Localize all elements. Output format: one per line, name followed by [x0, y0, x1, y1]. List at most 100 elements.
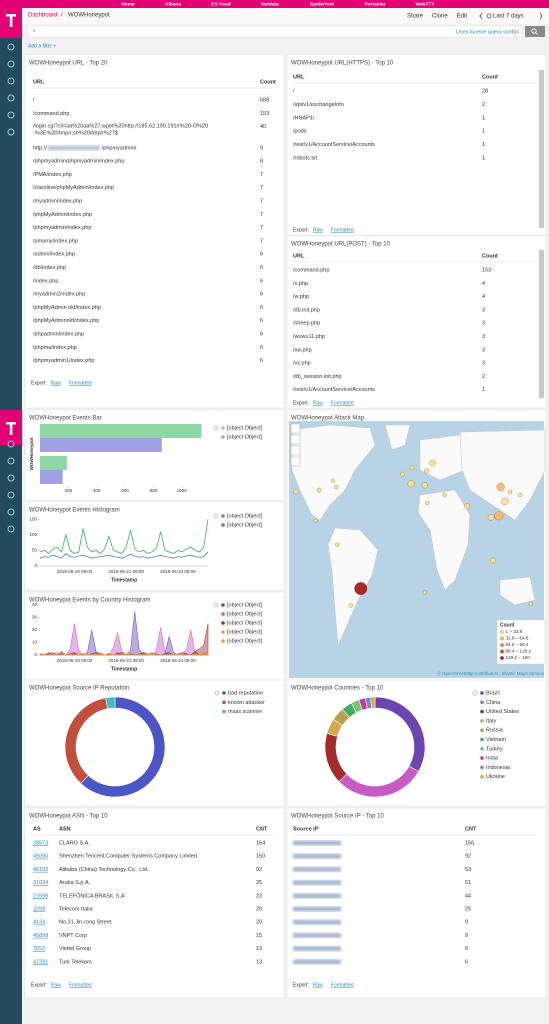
pie-slice[interactable]: [370, 696, 376, 709]
map-point[interactable]: [422, 590, 427, 595]
map-point[interactable]: [429, 459, 436, 467]
map-point[interactable]: [334, 484, 339, 490]
map-point[interactable]: [316, 487, 322, 493]
nav-icon[interactable]: [7, 491, 15, 499]
export-link[interactable]: Raw: [51, 982, 61, 988]
map-point[interactable]: [335, 542, 340, 547]
legend-label[interactable]: mass scanner: [228, 709, 262, 715]
legend-toggle[interactable]: [472, 690, 478, 696]
map-point[interactable]: [518, 492, 523, 498]
export-link[interactable]: Raw: [51, 380, 61, 386]
search-query[interactable]: *: [33, 29, 36, 35]
nav-link[interactable]: Home: [121, 2, 135, 8]
legend-label[interactable]: [object Object]: [227, 425, 263, 431]
map-point[interactable]: [330, 478, 335, 483]
export-link[interactable]: Formatted: [331, 982, 354, 988]
nav-icon[interactable]: [7, 474, 15, 482]
map-point[interactable]: [528, 601, 533, 606]
export-link[interactable]: Raw: [313, 982, 323, 988]
legend-label[interactable]: [object Object]: [227, 513, 263, 519]
search-hint[interactable]: Uses lucene query syntax: [456, 29, 519, 35]
legend-label[interactable]: [object Object]: [227, 638, 263, 644]
legend-label[interactable]: India: [486, 756, 499, 762]
legend-toggle[interactable]: [213, 425, 219, 431]
as-link[interactable]: 4134: [33, 920, 45, 926]
pie-slice[interactable]: [105, 696, 116, 710]
export-link[interactable]: Formatted: [69, 982, 92, 988]
sidebar-icons[interactable]: [7, 43, 15, 533]
legend-label[interactable]: Turkey: [486, 746, 503, 752]
legend-label[interactable]: [object Object]: [227, 522, 263, 528]
map-point[interactable]: [348, 603, 354, 608]
export-link[interactable]: Formatted: [331, 400, 354, 406]
map-point[interactable]: [487, 514, 495, 521]
map-point[interactable]: [490, 557, 496, 564]
nav-link[interactable]: Kibana: [165, 2, 181, 8]
map-point[interactable]: [354, 582, 368, 596]
legend-label[interactable]: Brazil: [486, 690, 500, 696]
legend-label[interactable]: [object Object]: [227, 602, 263, 608]
map-point[interactable]: [400, 471, 405, 477]
as-link[interactable]: 7552: [33, 946, 45, 952]
legend-label[interactable]: China: [486, 700, 501, 706]
map-point[interactable]: [496, 483, 505, 491]
map-control[interactable]: [290, 434, 301, 445]
time-range[interactable]: Last 7 days: [493, 14, 524, 20]
add-filter[interactable]: Add a filter +: [28, 43, 56, 49]
search-input[interactable]: [27, 25, 523, 38]
as-link[interactable]: 45899: [33, 933, 48, 939]
map-control[interactable]: [290, 445, 301, 456]
nav-link[interactable]: WebTTY: [415, 2, 435, 8]
header-action[interactable]: Edit: [457, 14, 468, 20]
nav-link[interactable]: ES Head: [211, 2, 231, 8]
header-action[interactable]: Clone: [432, 14, 448, 20]
map-point[interactable]: [421, 482, 428, 489]
legend-label[interactable]: [object Object]: [227, 620, 263, 626]
nav-icon[interactable]: [7, 128, 15, 136]
export-link[interactable]: Formatted: [331, 227, 354, 233]
nav-icon[interactable]: [7, 440, 15, 448]
search-button[interactable]: [525, 26, 545, 37]
as-link[interactable]: 3269: [33, 906, 45, 912]
export-link[interactable]: Formatted: [69, 380, 92, 386]
map-point[interactable]: [464, 503, 470, 510]
legend-label[interactable]: Italy: [486, 718, 496, 724]
map-point[interactable]: [424, 468, 430, 474]
export-link[interactable]: Raw: [313, 227, 323, 233]
map-point[interactable]: [442, 492, 447, 498]
map-control[interactable]: [290, 423, 301, 434]
legend-toggle[interactable]: [213, 602, 219, 608]
legend-label[interactable]: [object Object]: [227, 434, 263, 440]
map-control[interactable]: [290, 456, 301, 467]
legend-label[interactable]: [object Object]: [227, 611, 263, 617]
nav-icon[interactable]: [7, 525, 15, 533]
export-link[interactable]: Raw: [313, 400, 323, 406]
map-point[interactable]: [501, 497, 509, 506]
legend-label[interactable]: [object Object]: [227, 629, 263, 635]
as-link[interactable]: 27699: [33, 893, 48, 899]
time-arrows[interactable]: [479, 12, 543, 20]
nav-icon[interactable]: [7, 94, 15, 102]
header-action[interactable]: Share: [407, 14, 424, 20]
legend-label[interactable]: Russia: [486, 728, 504, 734]
nav-icon[interactable]: [7, 77, 15, 85]
as-link[interactable]: 45102: [33, 867, 48, 873]
legend-label[interactable]: bad reputation: [228, 690, 263, 696]
map-point[interactable]: [409, 465, 415, 471]
as-link[interactable]: 45090: [33, 854, 48, 860]
map-point[interactable]: [313, 518, 318, 523]
map-point[interactable]: [425, 500, 430, 506]
nav-icon[interactable]: [7, 457, 15, 465]
map-point[interactable]: [494, 511, 504, 521]
legend-label[interactable]: known attacker: [228, 700, 265, 706]
legend-label[interactable]: Ukraine: [486, 774, 505, 780]
legend-label[interactable]: Indonesia: [486, 765, 511, 771]
map-point[interactable]: [407, 480, 415, 488]
nav-icon[interactable]: [7, 60, 15, 68]
as-link[interactable]: 28573: [33, 840, 48, 846]
breadcrumb[interactable]: Dashboard: [28, 13, 57, 19]
map-point[interactable]: [293, 489, 299, 495]
legend-toggle[interactable]: [213, 513, 219, 519]
nav-icon[interactable]: [7, 508, 15, 516]
map-point[interactable]: [507, 489, 513, 494]
